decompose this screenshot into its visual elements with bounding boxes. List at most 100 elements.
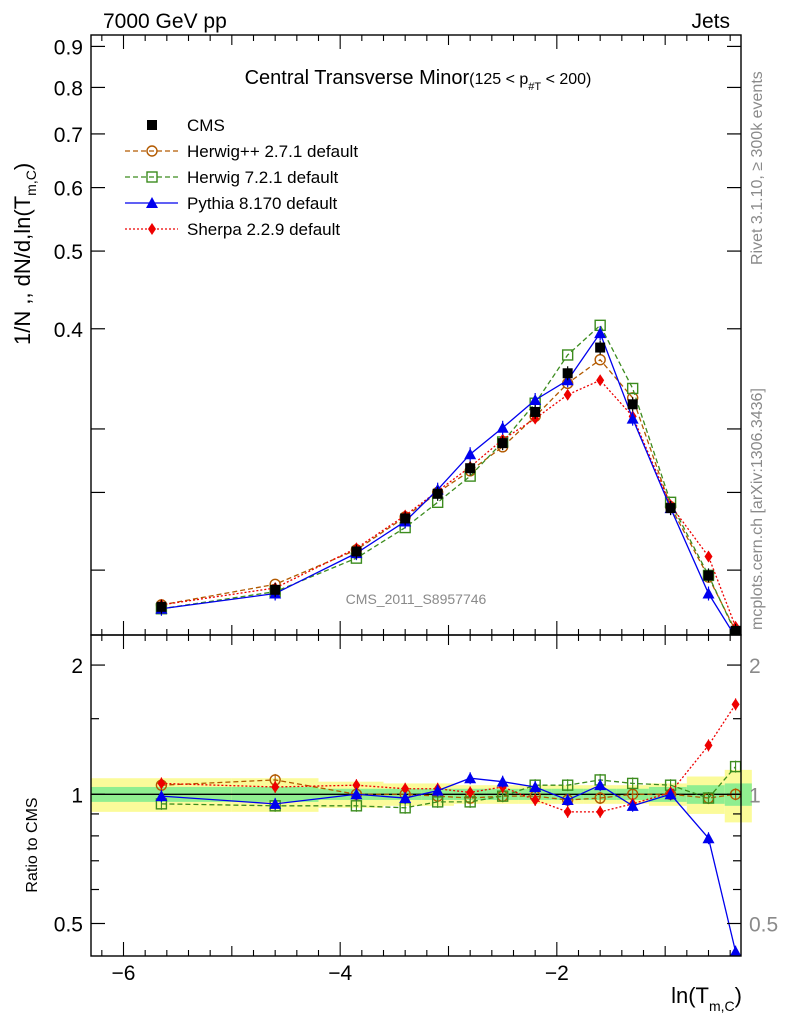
main-line-pythia — [161, 331, 736, 635]
ratio-point-pythia — [729, 945, 741, 956]
main-point-pythia — [702, 587, 715, 599]
ratio-point-pythia — [561, 793, 574, 805]
main-point-cms — [400, 513, 411, 524]
main-series-cms — [156, 340, 741, 635]
legend-label-herwigpp: Herwig++ 2.7.1 default — [187, 142, 358, 161]
main-point-herwigpp — [594, 354, 606, 366]
ratio-marks — [91, 698, 752, 956]
ratio-point-pythia — [664, 788, 677, 800]
main-point-cms — [627, 399, 638, 410]
analysis-watermark: CMS_2011_S8957746 — [346, 591, 487, 607]
main-point-pythia — [594, 327, 607, 339]
ratio-point-sherpa — [704, 739, 713, 752]
ratio-point-pythia — [496, 775, 509, 787]
main-point-cms — [665, 503, 676, 514]
main-point-pythia — [529, 394, 542, 406]
legend-entry-herwigpp: Herwig++ 2.7.1 default — [125, 142, 358, 161]
x-tick-label: −2 — [545, 962, 569, 985]
legend: CMS Herwig++ 2.7.1 default Herwig 7.2.1 de… — [125, 116, 358, 239]
ratio-point-pythia — [626, 799, 639, 811]
legend-marker-herwigpp — [146, 145, 158, 157]
mcplots-text: mcplots.cern.ch [arXiv:1306.3436] — [749, 388, 766, 630]
ratio-point-sherpa — [352, 779, 361, 792]
main-point-cms — [562, 368, 573, 379]
legend-label-sherpa: Sherpa 2.2.9 default — [187, 220, 340, 239]
ratio-point-sherpa — [271, 780, 280, 793]
main-point-cms — [703, 570, 714, 581]
ratio-point-sherpa — [531, 793, 540, 806]
main-y-tick-label: 0.4 — [54, 319, 84, 342]
ratio-point-pythia — [350, 788, 363, 800]
ratio-y-tick-label: 2 — [71, 655, 83, 678]
main-y-axis-label: 1/N ,, dN/d,ln(Tm,C) — [10, 163, 39, 345]
main-y-tick-label: 0.9 — [54, 36, 83, 59]
ratio-point-herwig7 — [702, 792, 715, 804]
ratio-point-pythia — [464, 772, 477, 784]
ratio-point-herwigpp — [594, 792, 606, 804]
ratio-point-pythia — [269, 797, 282, 809]
main-marks — [155, 319, 741, 635]
ratio-point-sherpa — [466, 786, 475, 799]
ratio-point-sherpa — [563, 805, 572, 818]
legend-entry-herwig7: Herwig 7.2.1 default — [125, 168, 338, 187]
ratio-point-herwig7 — [561, 779, 574, 791]
main-panel: 0.4 0.5 0.6 0.7 0.8 0.9 CMS_2011_S8957746 Cen… — [54, 34, 742, 636]
main-point-cms — [730, 625, 741, 635]
legend-entry-sherpa: Sherpa 2.2.9 default — [125, 220, 340, 239]
header-left: 7000 GeV pp — [103, 10, 227, 33]
main-point-cms — [156, 601, 167, 612]
ratio-series-pythia — [155, 772, 741, 956]
rivet-version-text: Rivet 3.1.10, ≥ 300k events — [749, 71, 766, 265]
main-line-herwig7 — [161, 324, 737, 634]
ratio-point-pythia — [594, 779, 607, 791]
ratio-y-axis-label: Ratio to CMS — [24, 797, 41, 892]
legend-label-cms: CMS — [187, 116, 225, 135]
main-point-sherpa — [563, 388, 572, 401]
ratio-point-herwig7 — [350, 800, 363, 812]
main-line-sherpa — [161, 379, 737, 627]
main-point-cms — [351, 546, 362, 557]
ratio-y-tick-label-right: 2 — [749, 655, 761, 678]
main-point-pythia — [626, 412, 639, 424]
main-y-tick-label: 0.8 — [54, 77, 83, 100]
legend-label-pythia: Pythia 8.170 default — [187, 194, 338, 213]
main-point-sherpa — [704, 550, 713, 563]
ratio-point-pythia — [155, 790, 168, 802]
ratio-point-sherpa — [596, 805, 605, 818]
main-point-cms — [497, 438, 508, 449]
ratio-point-sherpa — [731, 698, 740, 711]
main-point-herwig7 — [626, 382, 639, 395]
ratio-point-pythia — [431, 784, 444, 796]
main-point-pythia — [464, 448, 477, 460]
plot-title: Central Transverse Minor(125 < p#T < 200… — [245, 67, 592, 93]
ratio-point-pythia — [399, 792, 412, 804]
ratio-point-pythia — [702, 832, 715, 844]
main-y-tick-label: 0.7 — [54, 124, 83, 147]
main-point-cms — [270, 584, 281, 595]
x-tick-label: −6 — [112, 962, 136, 985]
main-y-tick-label: 0.6 — [54, 178, 83, 201]
ratio-y-tick-label-right: 0.5 — [749, 913, 778, 936]
header-right: Jets — [691, 10, 730, 33]
ratio-point-herwig7 — [431, 796, 444, 808]
main-point-cms — [530, 406, 541, 417]
ratio-frame — [90, 634, 742, 957]
legend-marker-herwig7 — [146, 171, 158, 183]
legend-marker-cms — [147, 120, 157, 130]
legend-label-herwig7: Herwig 7.2.1 default — [187, 168, 338, 187]
ratio-panel: 0.5 0.5 1 1 2 2 −6 −4 −2 — [54, 634, 778, 985]
ratio-line-herwig7 — [161, 766, 737, 809]
x-tick-label: −4 — [328, 962, 352, 985]
main-point-cms — [595, 342, 606, 353]
main-axes: 0.4 0.5 0.6 0.7 0.8 0.9 — [54, 35, 741, 635]
ratio-point-pythia — [529, 780, 542, 792]
ratio-point-sherpa — [157, 777, 166, 790]
main-line-herwigpp — [161, 358, 737, 632]
main-point-pythia — [496, 421, 509, 433]
legend-entry-pythia: Pythia 8.170 default — [125, 194, 338, 213]
main-point-cms — [465, 463, 476, 474]
ratio-line-pythia — [161, 777, 737, 952]
ratio-point-sherpa — [401, 782, 410, 795]
main-point-cms — [432, 488, 443, 499]
